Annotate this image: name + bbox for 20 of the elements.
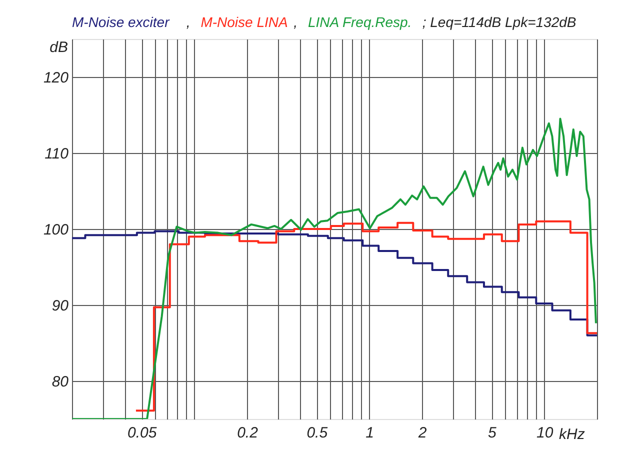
text: , — [294, 14, 298, 30]
y-tick-label: 80 — [52, 374, 70, 390]
text: , — [186, 14, 190, 30]
y-tick-label: 110 — [44, 146, 70, 162]
x-tick-label: 0.05 — [128, 424, 158, 442]
text: M-Noise LINA — [200, 14, 288, 30]
y-tick-label: 90 — [52, 298, 70, 314]
x-tick-label: 0.5 — [306, 424, 328, 442]
y-axis-title: dB — [50, 39, 68, 56]
text: LINA Freq.Resp. — [308, 14, 412, 30]
y-tick-label: 120 — [43, 70, 70, 86]
text: M-Noise exciter — [72, 14, 171, 30]
x-tick-label: 1 — [366, 424, 374, 442]
y-tick-label: 100 — [43, 222, 70, 238]
x-axis-title: kHz — [559, 426, 586, 443]
x-tick-label: 2 — [417, 424, 428, 442]
text: ; Leq=114dB Lpk=132dB — [422, 14, 576, 30]
x-tick-label: 0.2 — [237, 424, 259, 442]
x-tick-label: 5 — [488, 424, 497, 442]
x-tick-label: 10 — [536, 424, 554, 442]
